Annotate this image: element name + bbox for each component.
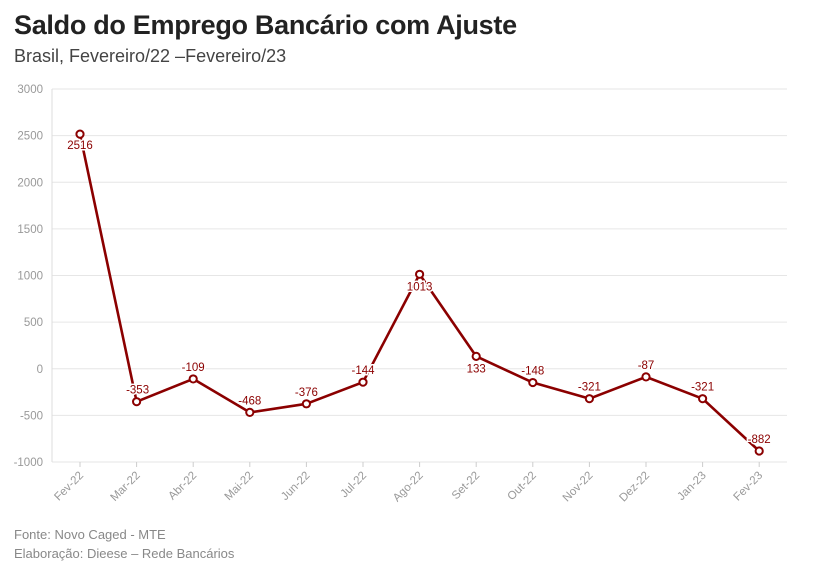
data-point [528,377,538,388]
x-tick-label: Dez-22 [617,470,652,505]
x-tick-label: Jun-22 [279,470,312,503]
data-point [415,269,425,279]
data-point [698,394,708,404]
x-tick-label: Mai-22 [223,470,256,503]
x-tick-label: Set-22 [450,470,482,502]
data-point [641,372,651,382]
x-tick-label: Fev-22 [52,470,86,504]
data-point [301,399,311,409]
data-label: 2516 [67,140,93,152]
x-tick-label: Abr-22 [166,470,199,503]
chart-subtitle: Brasil, Fevereiro/22 –Fevereiro/23 [14,46,287,66]
data-point [245,407,255,417]
data-point [358,377,368,387]
x-tick-label: Jan-23 [675,470,708,503]
data-label: -87 [638,360,655,372]
data-label: -468 [238,395,261,407]
data-point [754,446,764,456]
data-label: -376 [295,387,318,399]
data-label: -353 [126,385,149,397]
y-tick-label: -1000 [14,457,43,469]
series-layer [75,129,764,456]
data-label: -321 [691,382,714,394]
data-label: -148 [521,366,544,378]
y-tick-label: 1500 [17,224,43,236]
y-tick-label: 2000 [17,177,43,189]
x-axis: Fev-22 Mar-22 Abr-22 Mai-22 Jun-22 Jul-22 Ago-… [52,462,765,504]
x-tick-label: Fev-23 [732,470,766,504]
x-tick-label: Ago-22 [391,470,426,505]
y-tick-label: 500 [24,317,43,329]
x-tick-label: Nov-22 [561,470,596,505]
y-tick-label: 3000 [17,84,43,96]
chart-title: Saldo do Emprego Bancário com Ajuste [14,10,517,40]
data-label: -109 [182,362,205,374]
data-point [75,129,85,139]
y-axis: -1000 -500 0 500 1000 1500 2000 2500 3000 [14,84,53,469]
data-point [132,397,142,407]
x-tick-label: Mar-22 [108,470,142,504]
data-label: -144 [351,365,375,377]
x-tick-label: Jul-22 [338,470,369,501]
credit-note: Elaboração: Dieese – Rede Bancários [14,546,235,561]
data-point [584,394,595,404]
data-label: -321 [578,382,601,394]
y-tick-label: 1000 [17,271,43,283]
data-label: 133 [467,363,486,375]
data-labels: 2516 -353 -109 -468 -376 -144 1013 133 -148 -321 -… [66,139,773,448]
source-note: Fonte: Novo Caged - MTE [14,527,166,542]
y-tick-label: -500 [20,410,43,422]
data-label: -882 [748,434,771,446]
y-tick-label: 2500 [17,131,43,143]
data-label: 1013 [407,281,433,293]
y-tick-label: 0 [37,364,43,376]
x-tick-label: Out-22 [506,470,539,503]
data-point [188,374,198,384]
data-point [471,351,481,361]
